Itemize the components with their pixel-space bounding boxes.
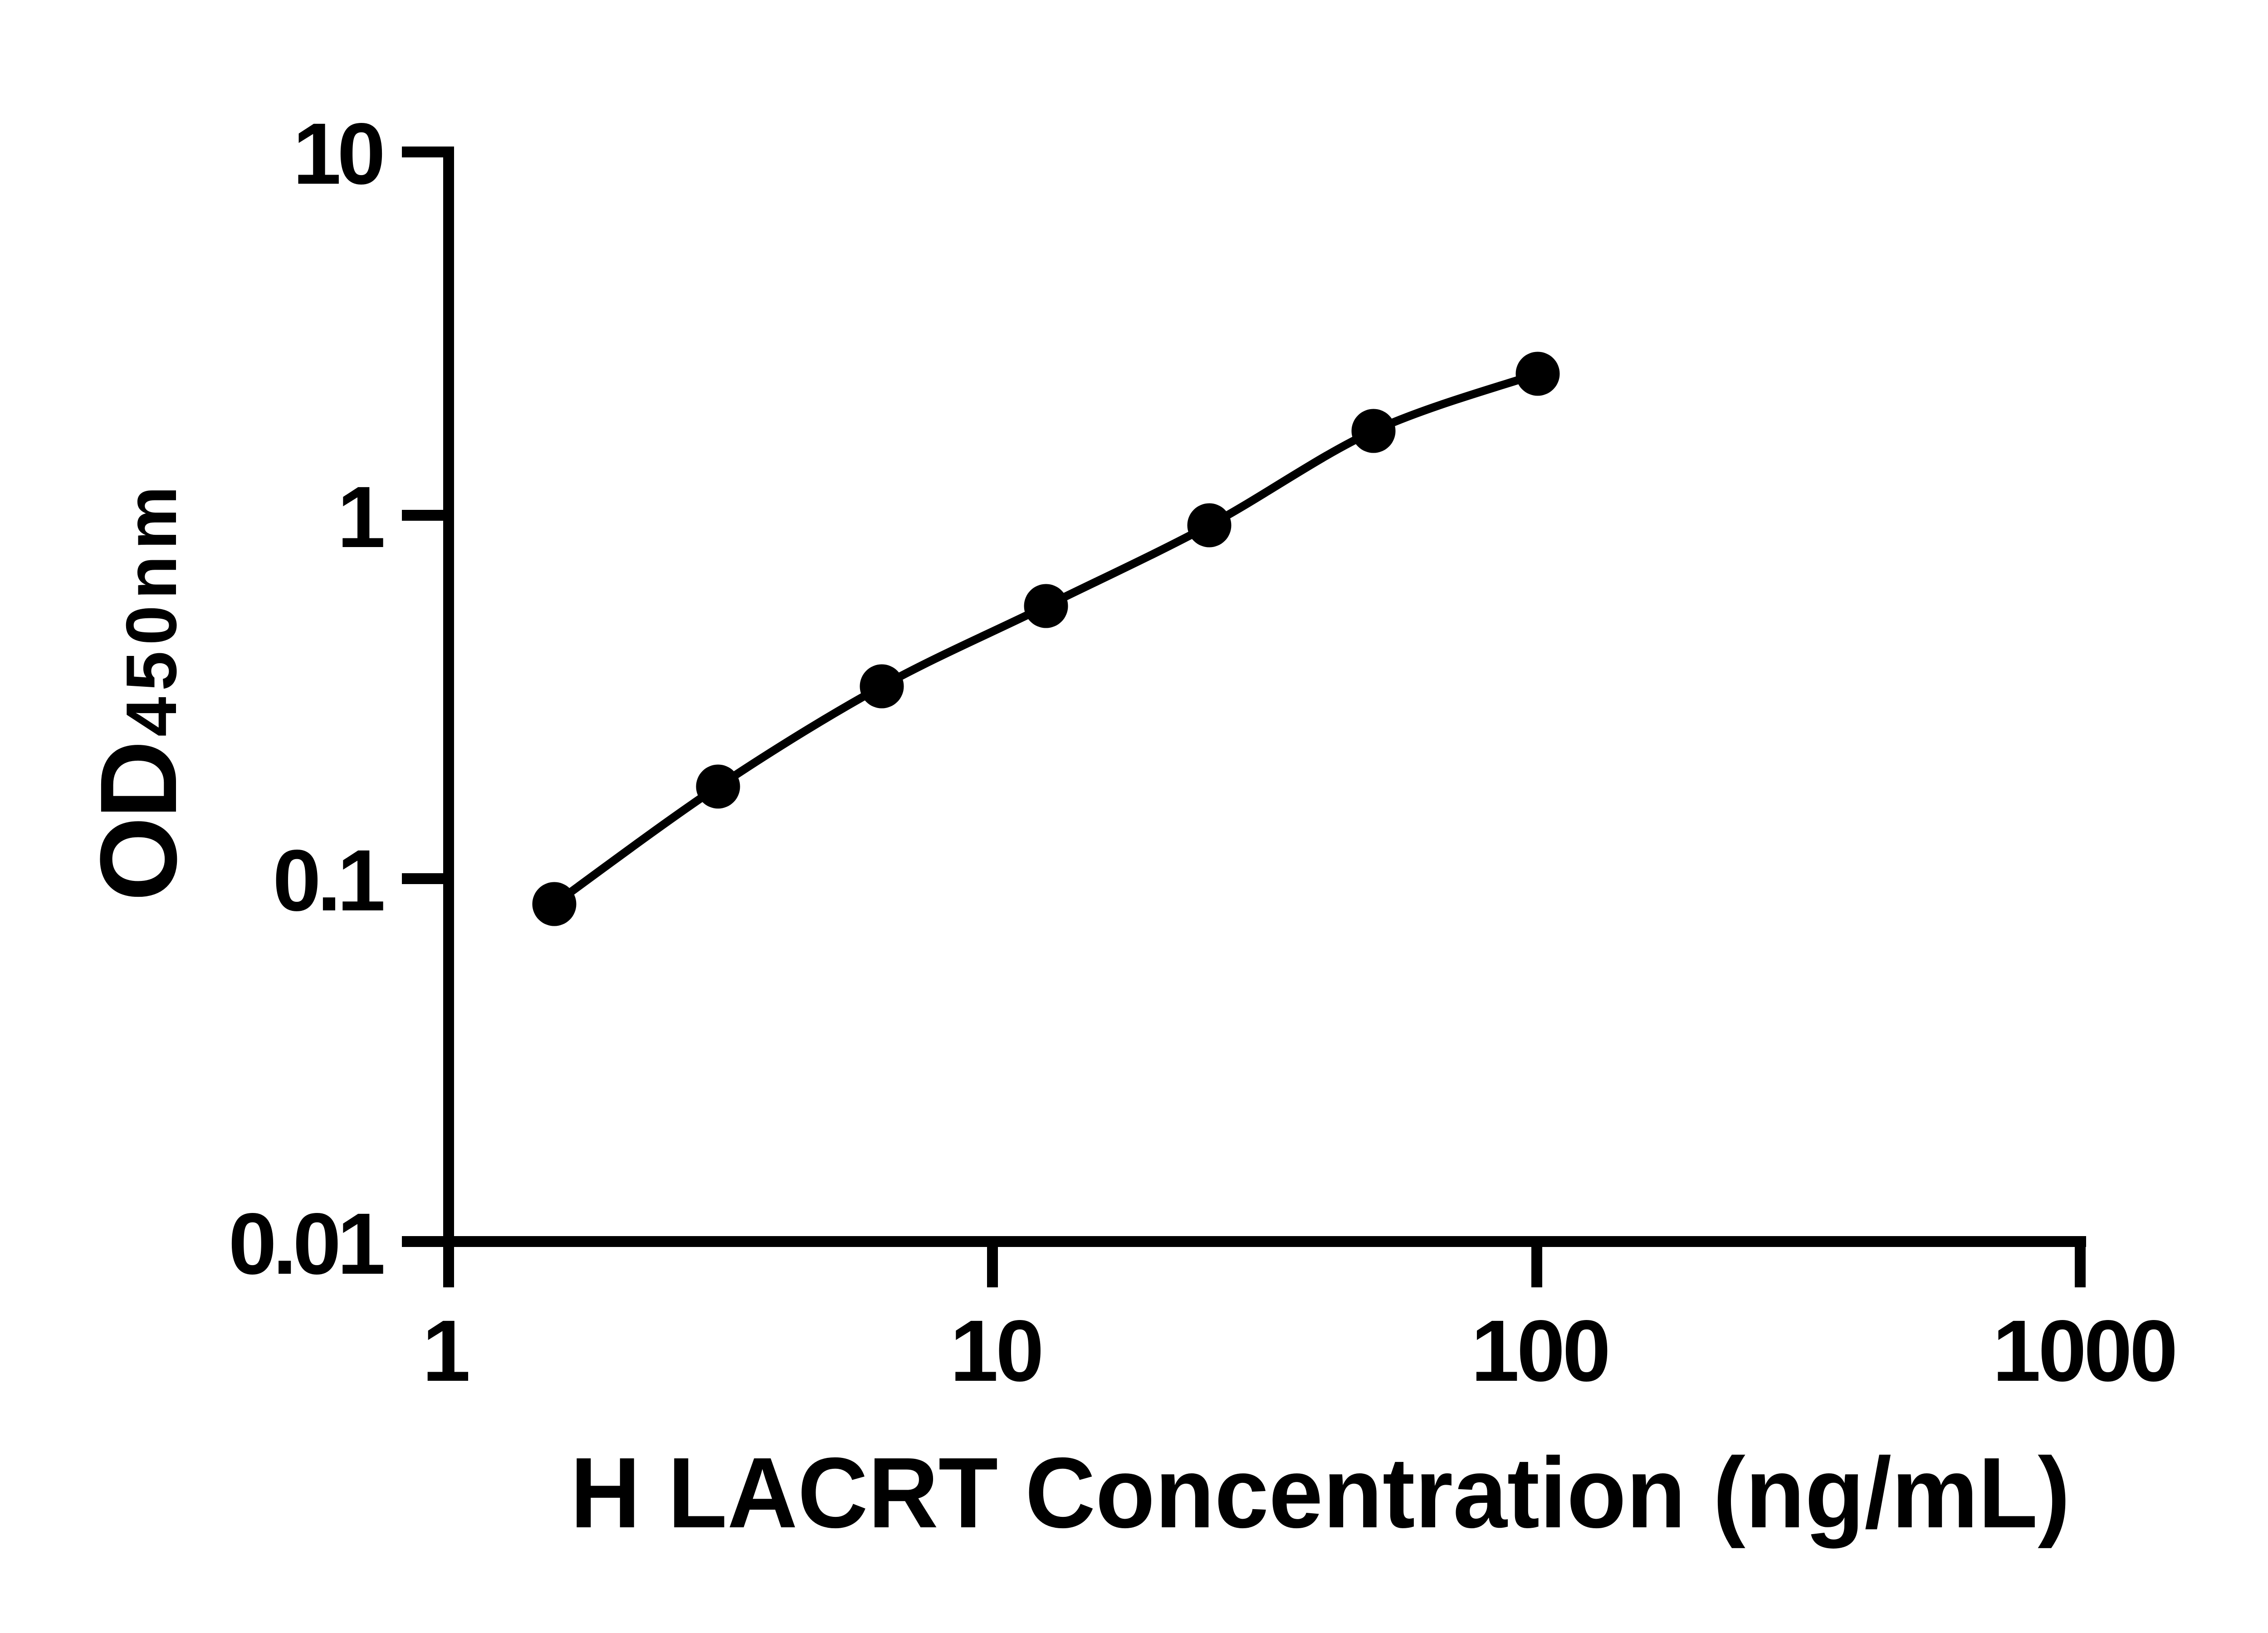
svg-text:10: 10 <box>293 105 382 202</box>
svg-text:0.01: 0.01 <box>228 1195 383 1292</box>
svg-text:100: 100 <box>1471 1302 1608 1399</box>
svg-text:450nm: 450nm <box>112 480 191 737</box>
svg-text:10: 10 <box>950 1302 1041 1399</box>
svg-text:OD: OD <box>78 743 199 901</box>
svg-text:1000: 1000 <box>1992 1302 2175 1399</box>
svg-text:0.1: 0.1 <box>273 831 383 929</box>
svg-text:H LACRT Concentration (ng/mL): H LACRT Concentration (ng/mL) <box>570 1437 2070 1549</box>
svg-text:1: 1 <box>337 468 383 566</box>
svg-text:1: 1 <box>422 1302 469 1399</box>
